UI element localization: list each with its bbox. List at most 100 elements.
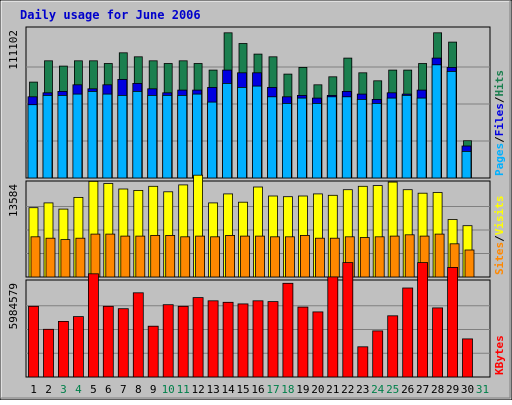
legend-files: Files: [493, 103, 506, 136]
bar-pages-day-22: [341, 96, 352, 179]
bar-sites-day-1: [30, 236, 41, 278]
x-label-day-19: 19: [296, 383, 309, 396]
bar-kbytes-day-27: [417, 262, 429, 378]
bar-kbytes-day-8: [132, 292, 144, 378]
bar-pages-day-23: [356, 99, 367, 179]
legend-sites: Sites: [493, 242, 506, 275]
bar-kbytes-day-12: [192, 297, 204, 378]
bar-pages-day-15: [237, 87, 247, 179]
x-label-day-28: 28: [431, 383, 444, 396]
x-label-day-12: 12: [191, 383, 204, 396]
x-label-day-22: 22: [341, 383, 354, 396]
x-label-day-25: 25: [386, 383, 399, 396]
bar-kbytes-day-25: [387, 315, 399, 378]
bar-kbytes-day-9: [147, 325, 159, 378]
bar-pages-day-18: [281, 103, 292, 179]
legend-hits: Hits: [493, 70, 506, 97]
bar-kbytes-day-6: [102, 305, 114, 378]
bar-kbytes-day-10: [162, 304, 174, 378]
label-separator: /: [493, 96, 506, 103]
bar-sites-day-24: [374, 236, 385, 278]
bar-kbytes-day-16: [252, 300, 264, 378]
x-label-day-6: 6: [105, 383, 112, 396]
x-label-day-1: 1: [30, 383, 37, 396]
bar-sites-day-8: [135, 235, 146, 278]
bar-kbytes-day-23: [357, 346, 369, 378]
bar-pages-day-20: [311, 103, 322, 179]
bar-kbytes-day-5: [88, 273, 99, 378]
legend-pages: Pages: [493, 143, 506, 176]
bar-sites-day-12: [195, 235, 206, 278]
y-max-label-top: 111102: [7, 30, 20, 70]
bar-sites-day-11: [180, 236, 191, 278]
x-label-day-2: 2: [45, 383, 52, 396]
bar-pages-day-28: [431, 64, 442, 179]
x-label-day-31: 31: [476, 383, 489, 396]
bar-kbytes-day-19: [297, 306, 309, 378]
bar-kbytes-day-30: [462, 338, 473, 378]
x-label-day-17: 17: [266, 383, 279, 396]
bar-pages-day-3: [57, 95, 68, 179]
bar-kbytes-day-1: [28, 305, 39, 378]
x-label-day-27: 27: [416, 383, 429, 396]
bar-kbytes-day-20: [312, 311, 324, 378]
bar-kbytes-day-7: [117, 308, 129, 378]
y-max-label-bottom: 5984579: [7, 283, 20, 329]
bar-kbytes-day-29: [447, 266, 459, 378]
bar-pages-day-17: [267, 96, 277, 179]
bar-pages-day-19: [296, 97, 307, 179]
label-separator: /: [493, 235, 506, 242]
bar-pages-day-6: [102, 93, 113, 179]
x-label-day-23: 23: [356, 383, 369, 396]
bar-pages-day-26: [401, 95, 412, 179]
x-label-day-7: 7: [120, 383, 127, 396]
x-label-day-11: 11: [177, 383, 190, 396]
bar-sites-day-13: [210, 236, 221, 278]
x-label-day-4: 4: [75, 383, 82, 396]
x-label-day-26: 26: [401, 383, 414, 396]
x-label-day-5: 5: [90, 383, 97, 396]
x-label-day-29: 29: [446, 383, 459, 396]
panel-bottom: 5984579 KBytes: [7, 262, 506, 378]
bar-kbytes-day-21: [327, 276, 339, 378]
x-label-day-30: 30: [461, 383, 474, 396]
bar-pages-day-5: [87, 91, 98, 179]
x-label-day-16: 16: [251, 383, 264, 396]
x-label-day-8: 8: [135, 383, 142, 396]
bar-kbytes-day-3: [58, 320, 69, 378]
bar-sites-day-23: [359, 237, 370, 278]
bar-pages-day-16: [252, 85, 262, 179]
bar-sites-day-21: [329, 237, 340, 278]
x-label-day-24: 24: [371, 383, 385, 396]
bar-pages-day-24: [371, 103, 382, 179]
bar-sites-day-7: [120, 235, 131, 278]
bar-pages-day-14: [222, 83, 233, 179]
bar-kbytes-day-28: [432, 307, 444, 378]
bar-sites-day-15: [240, 235, 250, 278]
y-max-label-middle: 13584: [7, 184, 20, 217]
bar-kbytes-day-13: [207, 300, 219, 378]
bar-sites-day-30: [464, 249, 475, 278]
bar-pages-day-8: [132, 91, 143, 179]
bar-pages-day-12: [192, 93, 203, 179]
bar-kbytes-day-22: [342, 262, 354, 378]
bar-pages-day-10: [162, 95, 173, 179]
x-label-day-13: 13: [206, 383, 219, 396]
legend-kbytes: KBytes: [493, 335, 506, 375]
bar-kbytes-day-15: [237, 303, 249, 378]
bar-kbytes-day-2: [43, 328, 54, 378]
bar-sites-day-19: [299, 234, 310, 278]
bar-pages-day-4: [72, 93, 83, 179]
bar-pages-day-27: [416, 97, 427, 179]
x-label-day-10: 10: [162, 383, 175, 396]
bar-pages-day-13: [207, 101, 218, 179]
bar-sites-day-4: [75, 237, 86, 278]
bar-sites-day-9: [150, 234, 161, 278]
x-label-day-21: 21: [326, 383, 339, 396]
bar-sites-day-5: [90, 233, 101, 278]
bar-kbytes-day-26: [402, 287, 414, 378]
bar-pages-day-25: [386, 97, 397, 179]
bar-pages-day-2: [42, 95, 53, 179]
